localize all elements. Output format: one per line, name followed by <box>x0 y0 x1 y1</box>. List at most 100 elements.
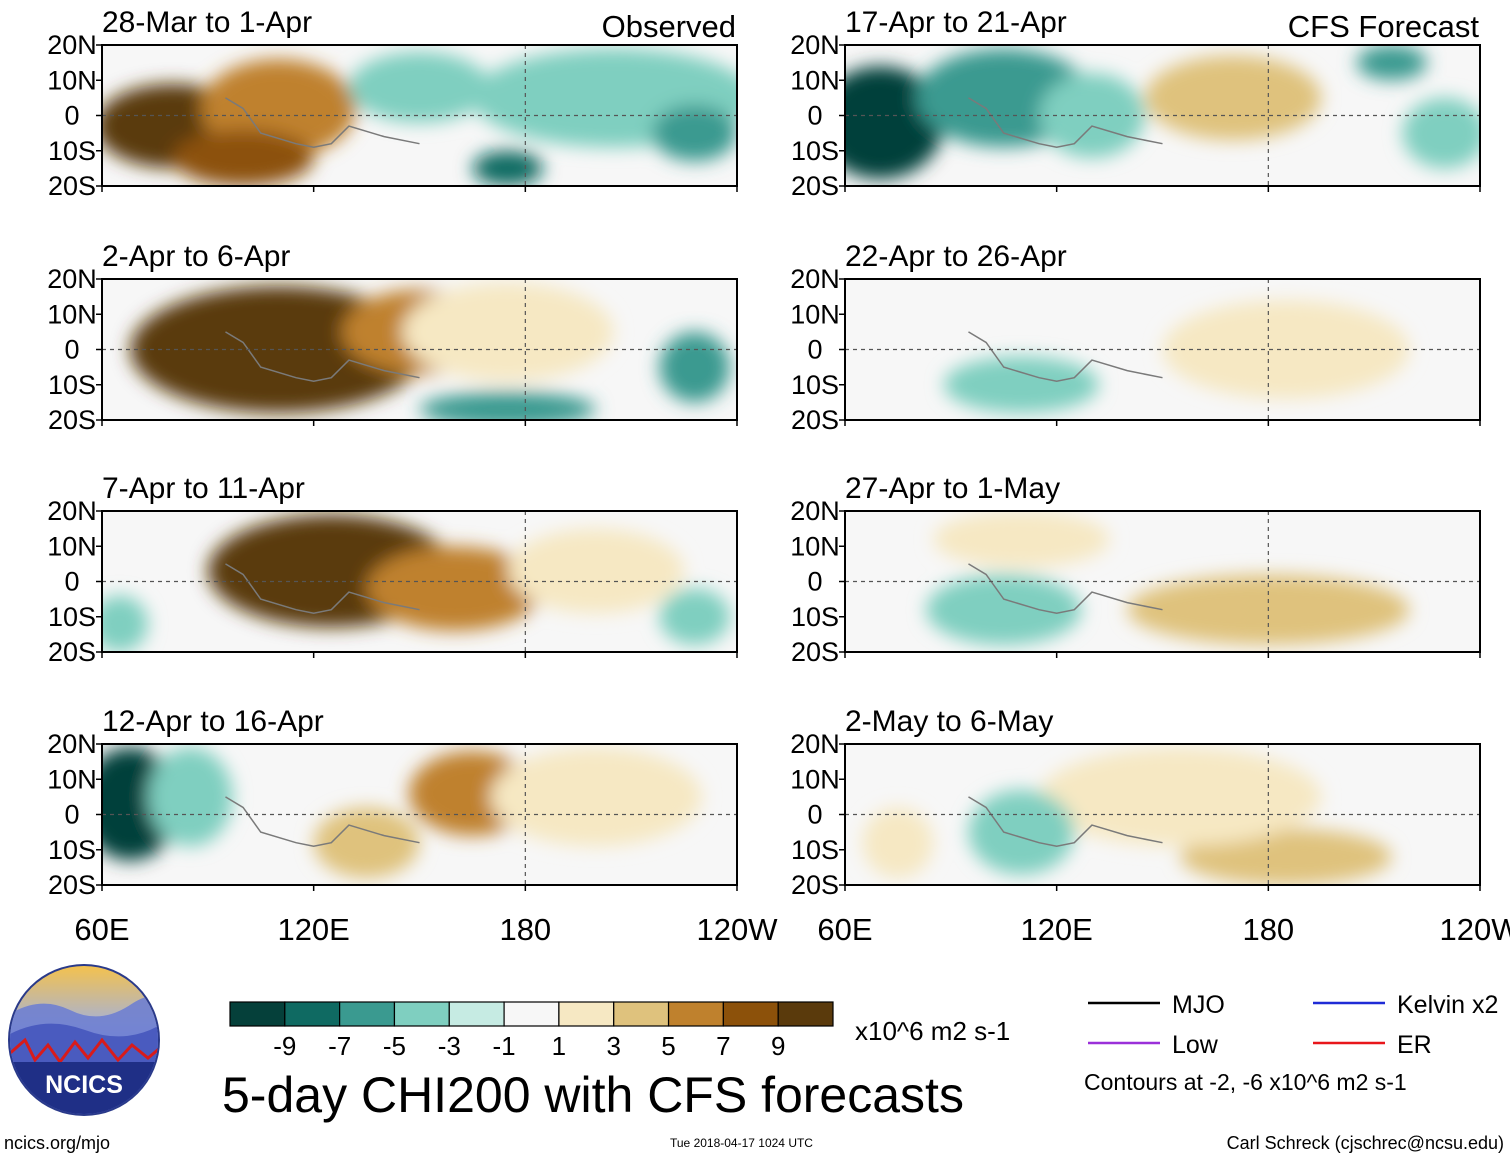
anomaly-region <box>1356 45 1428 81</box>
anomaly-region <box>147 747 233 847</box>
coastline <box>968 331 1163 382</box>
y-tick-label: 20S <box>791 171 839 201</box>
colorbar-label: 7 <box>716 1031 730 1061</box>
legend-label: MJO <box>1172 991 1225 1019</box>
y-tick-label: 10S <box>48 370 96 400</box>
contour-legend: MJO Kelvin x2 Low ER <box>1088 991 1498 1059</box>
y-tick-label: 20N <box>790 264 840 294</box>
coastline <box>968 563 1163 614</box>
map-panel: 20N 10N 0 10S 20S 22-Apr to 26-Apr <box>790 240 1481 435</box>
colorbar-label: 1 <box>552 1031 566 1061</box>
anomaly-region <box>1402 97 1480 169</box>
y-tick-label: 20S <box>791 405 839 435</box>
y-tick-label: 20N <box>47 30 97 60</box>
footer-timestamp: Tue 2018-04-17 1024 UTC <box>670 1136 813 1150</box>
panel-title: 2-May to 6-May <box>845 705 1053 738</box>
y-tick-label: 10N <box>790 65 840 95</box>
colorbar-swatch <box>503 1001 560 1027</box>
x-tick-label: 120E <box>1020 912 1092 947</box>
colorbar-swatch <box>393 1001 450 1027</box>
panel-title: 22-Apr to 26-Apr <box>845 240 1067 273</box>
x-tick-label: 120W <box>697 912 779 947</box>
anomaly-region <box>507 528 685 614</box>
colorbar-label: -5 <box>383 1031 406 1061</box>
contour-levels-note: Contours at -2, -6 x10^6 m2 s-1 <box>1084 1069 1407 1095</box>
colorbar-label: 3 <box>606 1031 620 1061</box>
anomaly-region <box>490 747 702 847</box>
y-tick-label: 10N <box>790 764 840 794</box>
y-tick-label: 10S <box>48 602 96 632</box>
chart-title: 5-day CHI200 with CFS forecasts <box>222 1067 964 1123</box>
y-tick-label: 20N <box>790 30 840 60</box>
map-panel: 20N 10N 0 10S 20S 17-Apr to 21-Apr <box>790 6 1481 201</box>
y-tick-label: 20N <box>790 729 840 759</box>
y-tick-label: 10S <box>791 370 839 400</box>
colorbar-swatch <box>229 1001 286 1027</box>
y-tick-label: 10N <box>790 299 840 329</box>
y-tick-label: 0 <box>807 567 822 597</box>
y-tick-label: 0 <box>64 101 79 131</box>
anomaly-region <box>472 150 543 186</box>
anomaly-region <box>1039 747 1322 847</box>
anomaly-region <box>659 588 730 645</box>
map-panel: 20N 10N 0 10S 20S 12-Apr to 16-Apr <box>47 705 738 900</box>
colorbar-swatch <box>448 1001 505 1027</box>
y-tick-label: 10S <box>791 835 839 865</box>
y-tick-label: 0 <box>807 800 822 830</box>
anomaly-region <box>652 104 737 162</box>
y-tick-label: 20N <box>47 496 97 526</box>
footer-url[interactable]: ncics.org/mjo <box>4 1133 110 1153</box>
anomaly-region <box>1180 828 1392 885</box>
colorbar: -9 -7 -5 -3 -1 1 3 5 7 9 <box>229 1001 834 1061</box>
y-tick-label: 10N <box>47 764 97 794</box>
panel-title: 27-Apr to 1-May <box>845 472 1060 505</box>
legend-label: Kelvin x2 <box>1397 991 1498 1019</box>
y-tick-label: 0 <box>64 567 79 597</box>
anomaly-region <box>1144 55 1322 141</box>
colorbar-label: -9 <box>273 1031 296 1061</box>
y-tick-label: 10N <box>47 299 97 329</box>
colorbar-label: -7 <box>328 1031 351 1061</box>
y-tick-label: 20S <box>48 870 96 900</box>
anomaly-region <box>933 511 1110 568</box>
x-axis-labels: 60E 120E 180 120W 60E 120E 180 120W <box>74 912 1510 947</box>
colorbar-units: x10^6 m2 s-1 <box>855 1016 1010 1046</box>
y-tick-label: 10N <box>47 531 97 561</box>
legend-label: ER <box>1397 1031 1432 1059</box>
colorbar-swatch <box>777 1001 834 1027</box>
y-tick-label: 0 <box>64 335 79 365</box>
panel-title: 28-Mar to 1-Apr <box>102 6 312 39</box>
panel-title: 7-Apr to 11-Apr <box>102 472 305 505</box>
footer-credit: Carl Schreck (cjschrec@ncsu.edu) <box>1227 1133 1504 1153</box>
map-panel: 20N 10N 0 10S 20S 7-Apr to 11-Apr <box>47 472 738 667</box>
anomaly-region <box>659 331 730 403</box>
y-tick-label: 10S <box>791 136 839 166</box>
colorbar-label: -3 <box>438 1031 461 1061</box>
anomaly-region <box>313 807 420 878</box>
map-panel: 20N 10N 0 10S 20S 2-Apr to 6-Apr <box>47 240 738 435</box>
coastline <box>225 563 420 614</box>
x-tick-label: 120W <box>1440 912 1510 947</box>
y-tick-label: 10N <box>790 531 840 561</box>
y-tick-label: 20S <box>48 405 96 435</box>
colorbar-swatch <box>339 1001 396 1027</box>
y-tick-label: 20S <box>791 637 839 667</box>
colorbar-swatch <box>558 1001 615 1027</box>
panel-group-label: CFS Forecast <box>1288 9 1480 44</box>
anomaly-region <box>419 391 596 420</box>
anomaly-region <box>1039 73 1145 158</box>
y-tick-label: 0 <box>64 800 79 830</box>
coastline <box>225 331 420 382</box>
coastline <box>968 97 1163 148</box>
map-panel: 20N 10N 0 10S 20S 28-Mar to 1-Apr <box>47 6 738 201</box>
y-tick-label: 10N <box>47 65 97 95</box>
anomaly-region <box>366 546 543 631</box>
y-tick-label: 20S <box>48 171 96 201</box>
map-panel: 20N 10N 0 10S 20S 27-Apr to 1-May <box>790 472 1481 667</box>
y-tick-label: 20S <box>791 870 839 900</box>
ncics-logo: NCICS <box>8 964 160 1116</box>
y-tick-label: 0 <box>807 101 822 131</box>
panel-title: 17-Apr to 21-Apr <box>845 6 1067 39</box>
